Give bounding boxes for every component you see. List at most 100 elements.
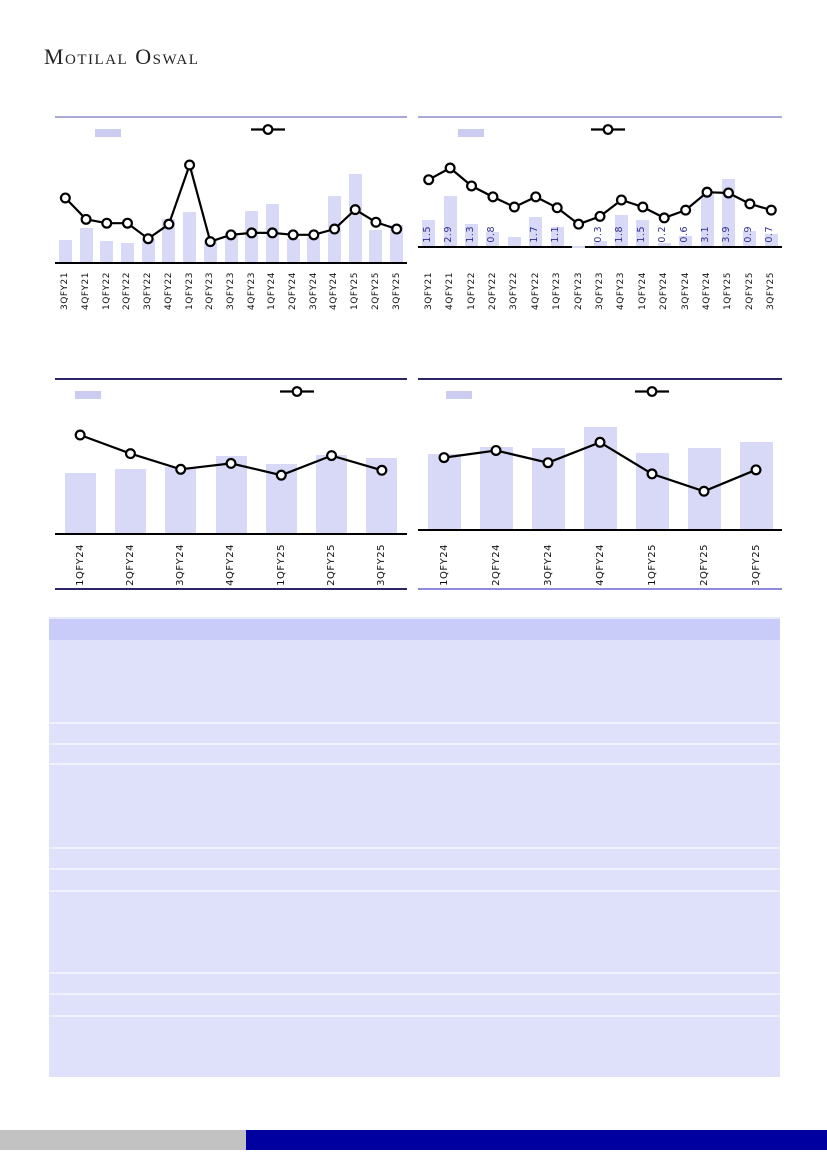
x-axis-label: 3QFY25 bbox=[750, 544, 762, 586]
bar bbox=[114, 469, 146, 533]
legend-line-marker-icon bbox=[280, 386, 314, 397]
bar bbox=[486, 232, 500, 246]
line-marker-icon bbox=[698, 485, 710, 497]
bar bbox=[58, 239, 72, 262]
x-axis-label: 3QFY25 bbox=[766, 272, 777, 310]
legend-bar-swatch-icon bbox=[95, 129, 121, 137]
x-axis-label: 2QFY25 bbox=[744, 272, 755, 310]
bar bbox=[348, 173, 362, 262]
bar bbox=[507, 237, 521, 246]
quarterly-table bbox=[49, 617, 780, 1077]
line-marker-icon bbox=[573, 218, 585, 230]
line-marker-icon bbox=[121, 217, 133, 229]
plot-area: 1.5 2.9 1.3 0.8 1.7 1.1 0.3 1.8 1.5 0.2 0.6 3.1 3.9 0… bbox=[418, 144, 782, 248]
line-marker-icon bbox=[287, 229, 299, 241]
line-marker-icon bbox=[594, 210, 606, 222]
x-axis-label: 4QFY22 bbox=[163, 272, 174, 310]
x-axis-label: 3QFY23 bbox=[225, 272, 236, 310]
x-axis-label: 1QFY24 bbox=[267, 272, 278, 310]
line-marker-icon bbox=[438, 452, 450, 464]
legend-bar-swatch-icon bbox=[458, 129, 484, 137]
legend-line-marker-icon bbox=[591, 124, 625, 135]
line-marker-icon bbox=[124, 448, 136, 460]
table-header-row bbox=[49, 619, 780, 640]
x-axis-label: 3QFY21 bbox=[423, 272, 434, 310]
line-marker-icon bbox=[376, 464, 388, 476]
x-axis-label: 3QFY24 bbox=[308, 272, 319, 310]
bar bbox=[593, 240, 607, 246]
chart-legend bbox=[418, 380, 782, 407]
motilal-oswal-logo: Motilal Oswal bbox=[44, 44, 200, 69]
x-axis-label: 1QFY25 bbox=[646, 544, 658, 586]
bar bbox=[700, 192, 714, 246]
x-axis-label: 2QFY22 bbox=[487, 272, 498, 310]
x-axis-label: 2QFY25 bbox=[698, 544, 710, 586]
charts-grid: 3QFY21 4QFY21 1QFY22 2QFY22 3QFY22 4QFY22 1QFY… bbox=[55, 116, 782, 590]
bar bbox=[479, 447, 513, 529]
bar bbox=[679, 235, 693, 246]
x-axis-label: 4QFY23 bbox=[246, 272, 257, 310]
line-marker-icon bbox=[750, 464, 762, 476]
x-axis-label: 1QFY25 bbox=[350, 272, 361, 310]
legend-bar-swatch-icon bbox=[446, 391, 472, 399]
line-marker-icon bbox=[80, 213, 92, 225]
line-marker-icon bbox=[615, 194, 627, 206]
table-row bbox=[49, 745, 780, 765]
line-marker-icon bbox=[349, 204, 361, 216]
bar bbox=[465, 223, 479, 246]
bar bbox=[635, 452, 669, 529]
bar bbox=[224, 232, 238, 262]
bar bbox=[100, 240, 114, 262]
bar bbox=[390, 225, 404, 262]
line-marker-icon bbox=[142, 233, 154, 245]
x-axis-label: 4QFY21 bbox=[445, 272, 456, 310]
chart-legend bbox=[55, 118, 407, 144]
x-axis-label: 4QFY21 bbox=[81, 272, 92, 310]
bar bbox=[422, 220, 436, 246]
x-axis-label: 2QFY23 bbox=[573, 272, 584, 310]
line-marker-icon bbox=[658, 212, 670, 224]
line-marker-icon bbox=[722, 187, 734, 199]
line-marker-icon bbox=[466, 180, 478, 192]
bar bbox=[183, 211, 197, 262]
x-axis-label: 1QFY24 bbox=[438, 544, 450, 586]
x-axis-label: 3QFY22 bbox=[509, 272, 520, 310]
line-marker-icon bbox=[487, 191, 499, 203]
line-marker-icon bbox=[444, 162, 456, 174]
bar bbox=[120, 242, 134, 262]
table-row bbox=[49, 849, 780, 870]
plot-area bbox=[55, 144, 407, 264]
line-marker-icon bbox=[551, 202, 563, 214]
x-axis-label: 4QFY24 bbox=[594, 544, 606, 586]
bar bbox=[316, 454, 348, 533]
x-axis-label: 2QFY24 bbox=[659, 272, 670, 310]
legend-bar-swatch-icon bbox=[75, 391, 101, 399]
bar bbox=[286, 238, 300, 262]
line-marker-icon bbox=[204, 236, 216, 248]
bar bbox=[529, 216, 543, 246]
line-marker-icon bbox=[184, 159, 196, 171]
x-axis-label: 1QFY24 bbox=[74, 544, 86, 586]
x-axis-label: 4QFY22 bbox=[530, 272, 541, 310]
bar bbox=[743, 230, 757, 246]
bar bbox=[79, 228, 93, 262]
line-series bbox=[438, 436, 762, 497]
x-axis-label: 4QFY23 bbox=[616, 272, 627, 310]
chart-legend bbox=[418, 118, 782, 144]
bar bbox=[739, 442, 773, 529]
line-marker-icon bbox=[646, 468, 658, 480]
bar bbox=[550, 227, 564, 246]
x-axis-label: 3QFY24 bbox=[542, 544, 554, 586]
x-axis-label: 3QFY23 bbox=[594, 272, 605, 310]
line-marker-icon bbox=[680, 204, 692, 216]
x-axis-labels: 1QFY24 2QFY24 3QFY24 4QFY24 1QFY25 2QFY25 3QFY… bbox=[55, 540, 407, 588]
page-footer bbox=[0, 1130, 827, 1150]
plot-area bbox=[418, 407, 782, 531]
line-marker-icon bbox=[701, 186, 713, 198]
bar bbox=[636, 220, 650, 246]
x-axis-labels: 3QFY21 4QFY21 1QFY22 2QFY22 3QFY22 4QFY22 1QFY… bbox=[55, 268, 407, 320]
x-axis-label: 1QFY22 bbox=[101, 272, 112, 310]
bar bbox=[764, 233, 778, 246]
x-axis-label: 2QFY25 bbox=[326, 544, 338, 586]
plot-area bbox=[55, 407, 407, 535]
